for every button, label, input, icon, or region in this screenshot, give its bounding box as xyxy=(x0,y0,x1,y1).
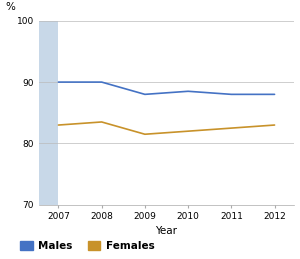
Legend: Males, Females: Males, Females xyxy=(20,241,154,251)
X-axis label: Year: Year xyxy=(155,226,178,236)
Text: %: % xyxy=(6,2,16,11)
Bar xyxy=(39,21,58,205)
